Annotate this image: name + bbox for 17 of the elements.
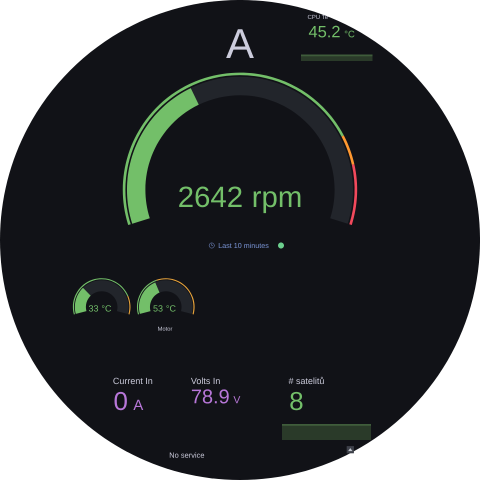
text: °C: [344, 30, 354, 38]
text: A: [226, 29, 254, 58]
data-label: 45.2: [308, 26, 340, 38]
text: °C: [166, 305, 176, 312]
text: A: [133, 400, 144, 410]
text: V: [233, 396, 240, 404]
data-label: 2642: [179, 186, 242, 208]
data-label: 0: [114, 392, 127, 410]
data-label: 8: [290, 392, 302, 410]
data-label: 78.9: [192, 389, 229, 404]
data-label: 53: [153, 305, 163, 312]
data-label: 33: [88, 305, 98, 312]
text: Volts In: [190, 378, 220, 384]
text: °C: [102, 305, 112, 312]
text: # satelitů: [288, 376, 324, 384]
text: Current In: [113, 378, 152, 384]
text: rpm: [254, 191, 300, 214]
